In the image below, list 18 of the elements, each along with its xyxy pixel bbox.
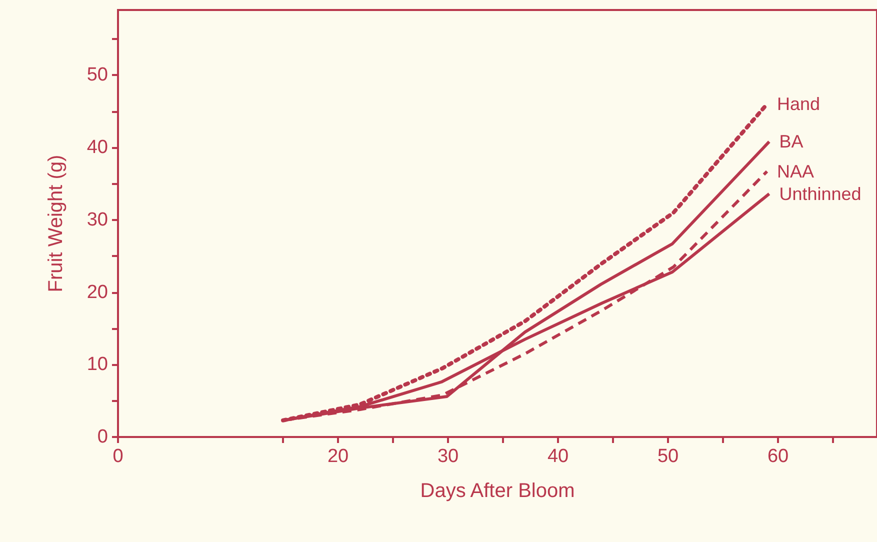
series-label: Hand bbox=[777, 94, 820, 114]
y-tick-label: 50 bbox=[86, 64, 108, 86]
x-tick-label: 20 bbox=[327, 446, 349, 467]
x-axis-title: Days After Bloom bbox=[420, 480, 575, 502]
y-tick-label: 10 bbox=[86, 354, 108, 376]
x-tick-label: 50 bbox=[657, 446, 679, 467]
x-tick-label: 40 bbox=[547, 446, 569, 467]
y-tick-label: 30 bbox=[86, 209, 108, 230]
x-tick-label: 0 bbox=[112, 446, 124, 467]
y-tick-label: 40 bbox=[86, 137, 108, 158]
x-tick-label: 30 bbox=[437, 446, 459, 467]
series-label: BA bbox=[779, 132, 804, 152]
y-axis-title: Fruit Weight (g) bbox=[45, 154, 67, 292]
y-tick-label: 0 bbox=[97, 426, 108, 448]
x-tick-label: 60 bbox=[767, 446, 789, 467]
series-label: Unthinned bbox=[779, 184, 862, 204]
y-tick-label: 20 bbox=[86, 282, 108, 303]
series-label: NAA bbox=[777, 161, 814, 182]
